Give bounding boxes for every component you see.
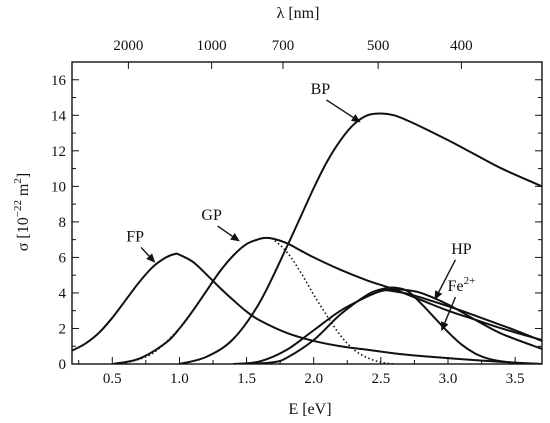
arrow-hp (438, 259, 457, 293)
top-tick-label: 400 (450, 38, 473, 54)
y-axis-label-unit: m (15, 183, 32, 200)
y-axis-label-exp: −22 (12, 200, 24, 217)
arrow-fp (140, 246, 150, 257)
arrow-gp (217, 225, 233, 237)
y-axis-label-unit-exp: 2 (12, 178, 24, 184)
x-axis-label: E [eV] (288, 401, 331, 418)
series-fe2-tail-line (380, 288, 542, 342)
label-hp: HP (451, 241, 472, 258)
y-tick-label: 4 (59, 286, 67, 302)
y-axis-label: σ [10−22 m2] (12, 173, 32, 251)
top-tick-label: 700 (272, 38, 295, 54)
series-fe2--line (246, 286, 542, 364)
x-tick-label: 2.5 (371, 371, 390, 387)
top-tick-label: 1000 (197, 38, 227, 54)
svg-text:σ [10−22 m2]: σ [10−22 m2] (12, 173, 32, 251)
arrowhead-fp (146, 253, 156, 263)
x-tick-label: 2.0 (304, 371, 323, 387)
top-tick-label: 500 (367, 38, 390, 54)
curves (72, 112, 542, 364)
x-tick-label: 1.5 (237, 371, 256, 387)
y-tick-label: 10 (51, 179, 66, 195)
series-bp-line (179, 112, 542, 364)
top-axis-label: λ [nm] (277, 5, 320, 22)
x-tick-label: 3.5 (506, 371, 525, 387)
label-gp: GP (201, 207, 222, 224)
arrowhead-fe2 (441, 321, 449, 332)
plot-area (71, 61, 543, 365)
y-tick-label: 14 (51, 108, 67, 124)
x-tick-label: 0.5 (103, 371, 122, 387)
arrowhead-bp (350, 114, 361, 123)
y-axis-label-close: ] (15, 173, 32, 178)
y-tick-label: 6 (59, 250, 67, 266)
x-tick-label: 1.0 (170, 371, 189, 387)
label-fe2: Fe2+ (448, 275, 476, 295)
y-axis-label-main: σ [10 (15, 217, 32, 251)
y-tick-label: 8 (59, 215, 67, 231)
arrow-bp (326, 99, 354, 119)
arrow-fe2 (444, 296, 457, 324)
ticks: 0.5 1.0 1.5 2.0 2.5 3.0 3.5 0 2 4 6 8 10 12 14 16 2000 10… (51, 38, 542, 387)
x-tick-label: 3.0 (439, 371, 458, 387)
series-gp-line (112, 236, 542, 364)
y-tick-label: 2 (59, 321, 67, 337)
label-bp: BP (311, 81, 331, 98)
annotations: FP GP BP HP Fe2+ (126, 81, 476, 332)
series-fp-line (72, 252, 542, 364)
plot-frame (71, 61, 543, 365)
top-tick-label: 2000 (113, 38, 143, 54)
y-tick-label: 12 (51, 144, 66, 160)
arrowhead-hp (434, 290, 443, 301)
arrowhead-gp (230, 233, 240, 242)
label-fp: FP (126, 228, 144, 245)
y-tick-label: 16 (51, 73, 67, 89)
y-tick-label: 0 (59, 357, 67, 373)
